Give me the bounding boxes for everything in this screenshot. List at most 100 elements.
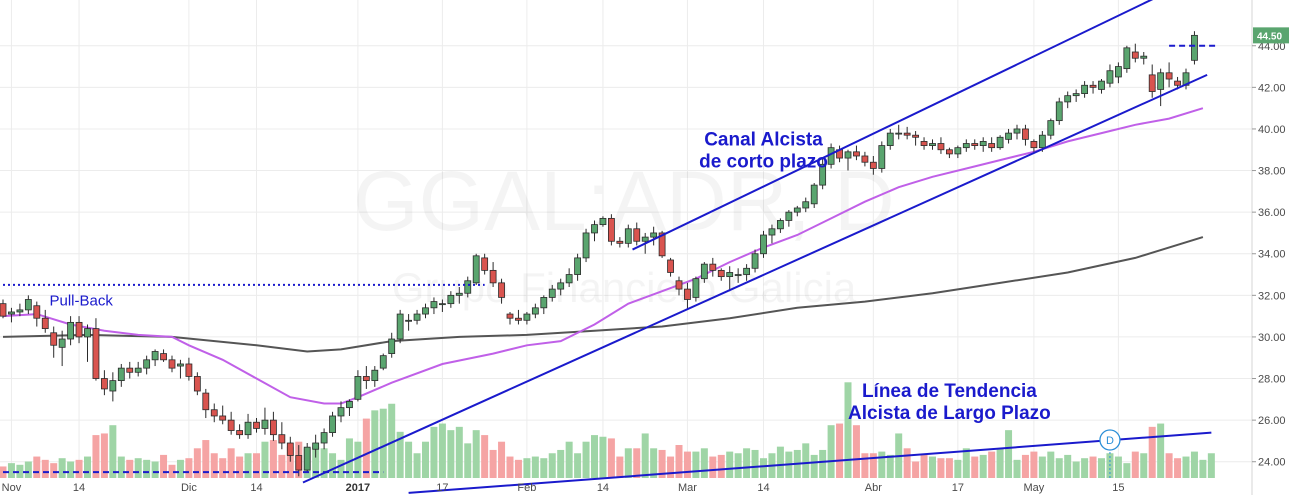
candle-body-50 (422, 307, 429, 315)
candle-body-121 (1022, 128, 1029, 140)
candle-body-43 (362, 376, 370, 382)
candle-body-42 (354, 376, 362, 400)
candle-body-44 (371, 369, 379, 382)
candle-body-138 (1165, 72, 1173, 80)
volume-bar-38 (320, 448, 328, 478)
volume-bar-61 (514, 459, 522, 478)
x-tick-label-12: May (1024, 482, 1045, 494)
annotation-line-2-0: Pull-Back (49, 293, 113, 310)
candle-body-74 (624, 228, 632, 244)
volume-bar-86 (726, 451, 734, 478)
candle-body-45 (379, 355, 387, 369)
candle-body-89 (751, 253, 759, 269)
candle-body-139 (1174, 80, 1181, 86)
trend-line-4 (632, 0, 1154, 251)
candle-body-78 (658, 232, 666, 257)
annotation-line-1-0: Línea de Tendencia (862, 381, 1037, 402)
volume-bar-127 (1072, 461, 1080, 478)
candle-body-5 (41, 317, 49, 330)
volume-bar-133 (1123, 463, 1131, 478)
volume-bar-51 (430, 426, 438, 478)
candle-body-81 (684, 288, 691, 300)
volume-bar-47 (396, 431, 404, 478)
candles (0, 31, 1198, 477)
candle-body-80 (675, 280, 683, 290)
volume-bar-28 (236, 456, 244, 478)
trend-line-5 (408, 431, 1212, 494)
candle-body-23 (193, 376, 201, 392)
candle-body-93 (785, 211, 793, 221)
y-tick-label-0: 24.00 (1258, 457, 1286, 469)
y-tick-label-5: 34.00 (1258, 249, 1286, 261)
candle-body-20 (168, 359, 176, 369)
dividend-label: D (1106, 435, 1114, 447)
volume-bar-134 (1131, 451, 1139, 478)
candle-body-48 (405, 319, 413, 322)
volume-bar-26 (219, 458, 227, 478)
volume-bar-78 (658, 449, 666, 478)
volume-bar-55 (464, 443, 472, 478)
candle-body-96 (810, 184, 818, 205)
volume-bar-3 (24, 461, 32, 478)
volume-bar-6 (50, 463, 58, 478)
trend-line-3 (302, 73, 1208, 484)
candle-body-21 (177, 363, 184, 367)
candle-body-41 (346, 401, 353, 409)
candle-body-53 (447, 294, 455, 305)
candle-body-65 (548, 288, 556, 298)
candle-body-62 (523, 313, 531, 321)
candle-body-109 (920, 141, 928, 146)
y-tick-label-6: 36.00 (1258, 207, 1286, 219)
volume-bar-116 (979, 454, 987, 478)
volume-bar-56 (472, 430, 480, 478)
candle-body-124 (1047, 120, 1055, 136)
volume-bar-83 (700, 448, 708, 478)
x-tick-label-6: Feb (517, 482, 536, 494)
volume-bar-39 (329, 453, 337, 478)
x-tick-label-2: Dic (181, 482, 197, 494)
volume-bar-30 (253, 453, 260, 478)
candle-body-119 (1005, 132, 1012, 140)
volume-bar-114 (962, 448, 970, 478)
candle-body-7 (58, 338, 66, 348)
candle-body-111 (937, 143, 945, 151)
volume-bar-120 (1013, 459, 1021, 478)
volume-bar-128 (1081, 458, 1089, 478)
candle-body-49 (413, 313, 421, 321)
candle-body-70 (591, 224, 598, 234)
volume-bar-24 (202, 440, 210, 478)
volume-bar-11 (92, 435, 100, 478)
volume-bar-129 (1089, 456, 1097, 478)
candle-body-100 (844, 151, 852, 159)
volume-bar-15 (126, 459, 134, 478)
candle-body-133 (1123, 47, 1131, 70)
volume-bar-142 (1199, 459, 1207, 478)
annotation-text-1: Línea de Tendencia Alcista de Largo Plazo (848, 381, 1051, 424)
volume-bar-33 (278, 454, 286, 478)
candle-body-30 (253, 421, 260, 429)
candle-body-114 (962, 143, 970, 149)
volume-bar-137 (1157, 423, 1165, 478)
candle-body-82 (692, 278, 700, 298)
x-axis: Nov 14 Dic 14 2017 17 Feb 14 Mar 14 Abr 17 May 15 (2, 482, 1125, 494)
candle-body-118 (996, 136, 1004, 149)
candle-body-73 (616, 240, 624, 244)
volume-bar-29 (244, 453, 252, 478)
candle-body-84 (709, 263, 717, 271)
volume-bar-109 (920, 454, 928, 478)
volume-bar-107 (903, 448, 911, 478)
candle-body-22 (185, 363, 193, 377)
volume-bar-141 (1190, 451, 1198, 478)
volume-bar-125 (1055, 458, 1063, 478)
candle-body-56 (472, 255, 480, 284)
candle-body-24 (202, 392, 210, 411)
volume-bar-99 (836, 423, 844, 478)
annotation-line-1-1: Alcista de Largo Plazo (848, 403, 1051, 424)
volume-bar-85 (717, 454, 725, 478)
volume-bar-118 (996, 448, 1004, 478)
candle-body-9 (75, 321, 83, 338)
volume-bar-48 (405, 441, 413, 478)
candle-body-107 (903, 132, 911, 136)
volume-bar-27 (227, 448, 235, 478)
x-tick-label-9: 14 (757, 482, 769, 494)
